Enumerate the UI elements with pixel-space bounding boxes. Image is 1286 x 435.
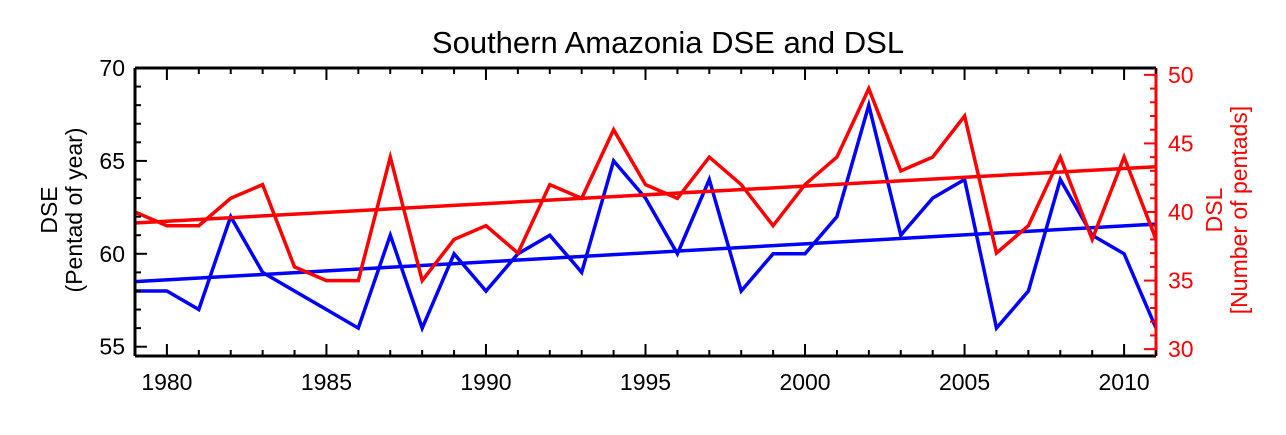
right-y-tick-label: 30 (1168, 336, 1194, 362)
x-tick-label: 2000 (779, 369, 830, 395)
dsl-trend-line (135, 167, 1156, 223)
right-y-tick-label: 45 (1168, 130, 1194, 156)
left-y-tick-label: 70 (99, 55, 125, 81)
x-tick-label: 1980 (141, 369, 192, 395)
left-y-tick-label: 60 (99, 241, 125, 267)
left-axis-label-line1: DSE (36, 186, 62, 233)
x-tick-label: 1990 (460, 369, 511, 395)
chart-title: Southern Amazonia DSE and DSL (432, 25, 904, 60)
left-axis-label-line2: (Pentad of year) (61, 128, 87, 293)
right-y-tick-label: 35 (1168, 268, 1194, 294)
x-tick-label: 2005 (939, 369, 990, 395)
x-tick-label: 2010 (1099, 369, 1150, 395)
right-y-tick-label: 50 (1168, 62, 1194, 88)
left-y-tick-label: 55 (99, 334, 125, 360)
x-tick-label: 1995 (620, 369, 671, 395)
right-axis-label-line2: [Number of pentads] (1226, 106, 1252, 314)
right-y-tick-label: 40 (1168, 199, 1194, 225)
left-y-tick-label: 65 (99, 148, 125, 174)
plot-area: 1980 1985 1990 1995 2000 2005 2010 55 60 65 70 30 35… (99, 55, 1193, 395)
right-axis-label-line1: DSL (1201, 187, 1227, 232)
x-tick-label: 1985 (301, 369, 352, 395)
dse-series-line (135, 105, 1156, 328)
